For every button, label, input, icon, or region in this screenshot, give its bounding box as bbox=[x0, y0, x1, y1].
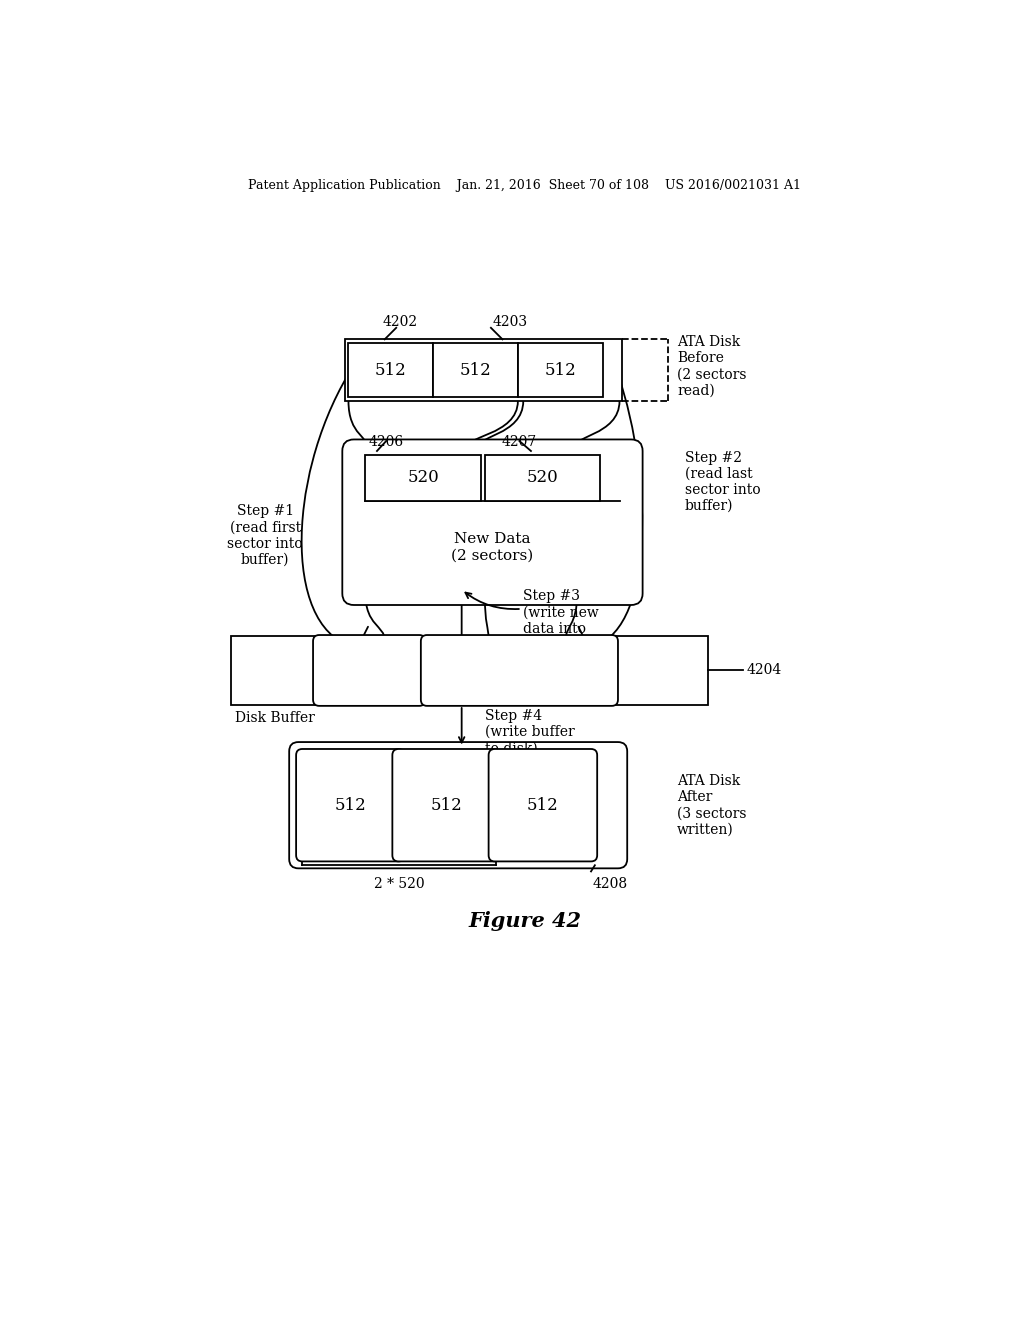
Bar bbox=[366, 455, 481, 502]
Text: 512: 512 bbox=[527, 797, 559, 813]
Text: Step #3
(write new
data into
buffer): Step #3 (write new data into buffer) bbox=[523, 589, 599, 652]
Text: Figure 42: Figure 42 bbox=[468, 911, 582, 931]
Bar bbox=[230, 636, 708, 705]
Bar bbox=[484, 455, 600, 502]
Text: 512: 512 bbox=[431, 797, 463, 813]
Text: Step #4
(write buffer
to disk): Step #4 (write buffer to disk) bbox=[484, 709, 574, 755]
Text: 2 * 520: 2 * 520 bbox=[374, 876, 425, 891]
Text: New Data
(2 sectors): New Data (2 sectors) bbox=[452, 532, 534, 562]
Text: 4203: 4203 bbox=[493, 315, 527, 330]
Text: 512: 512 bbox=[460, 362, 492, 379]
FancyBboxPatch shape bbox=[392, 748, 501, 862]
Text: 4207: 4207 bbox=[502, 434, 537, 449]
FancyBboxPatch shape bbox=[342, 440, 643, 605]
FancyBboxPatch shape bbox=[313, 635, 425, 706]
Text: Patent Application Publication    Jan. 21, 2016  Sheet 70 of 108    US 2016/0021: Patent Application Publication Jan. 21, … bbox=[248, 178, 802, 191]
FancyBboxPatch shape bbox=[488, 748, 597, 862]
Text: 512: 512 bbox=[545, 362, 577, 379]
Bar bbox=[433, 343, 518, 397]
FancyBboxPatch shape bbox=[289, 742, 628, 869]
Text: 4202: 4202 bbox=[383, 315, 418, 330]
Bar bbox=[345, 339, 622, 401]
Text: ATA Disk
After
(3 sectors
written): ATA Disk After (3 sectors written) bbox=[677, 774, 746, 837]
Text: Step #2
(read last
sector into
buffer): Step #2 (read last sector into buffer) bbox=[685, 450, 761, 513]
Text: 520: 520 bbox=[526, 470, 558, 487]
Text: 4208: 4208 bbox=[593, 876, 628, 891]
Text: 4206: 4206 bbox=[369, 434, 403, 449]
Text: 512: 512 bbox=[335, 797, 367, 813]
Text: ATA Disk
Before
(2 sectors
read): ATA Disk Before (2 sectors read) bbox=[677, 335, 746, 397]
Text: Step #1
(read first
sector into
buffer): Step #1 (read first sector into buffer) bbox=[227, 504, 303, 568]
FancyBboxPatch shape bbox=[296, 748, 404, 862]
Text: 4204: 4204 bbox=[746, 664, 781, 677]
Bar bbox=[518, 343, 602, 397]
Text: 512: 512 bbox=[375, 362, 407, 379]
Text: 520: 520 bbox=[408, 470, 439, 487]
FancyBboxPatch shape bbox=[421, 635, 617, 706]
Bar bbox=[348, 343, 433, 397]
Text: Disk Buffer: Disk Buffer bbox=[234, 711, 314, 725]
